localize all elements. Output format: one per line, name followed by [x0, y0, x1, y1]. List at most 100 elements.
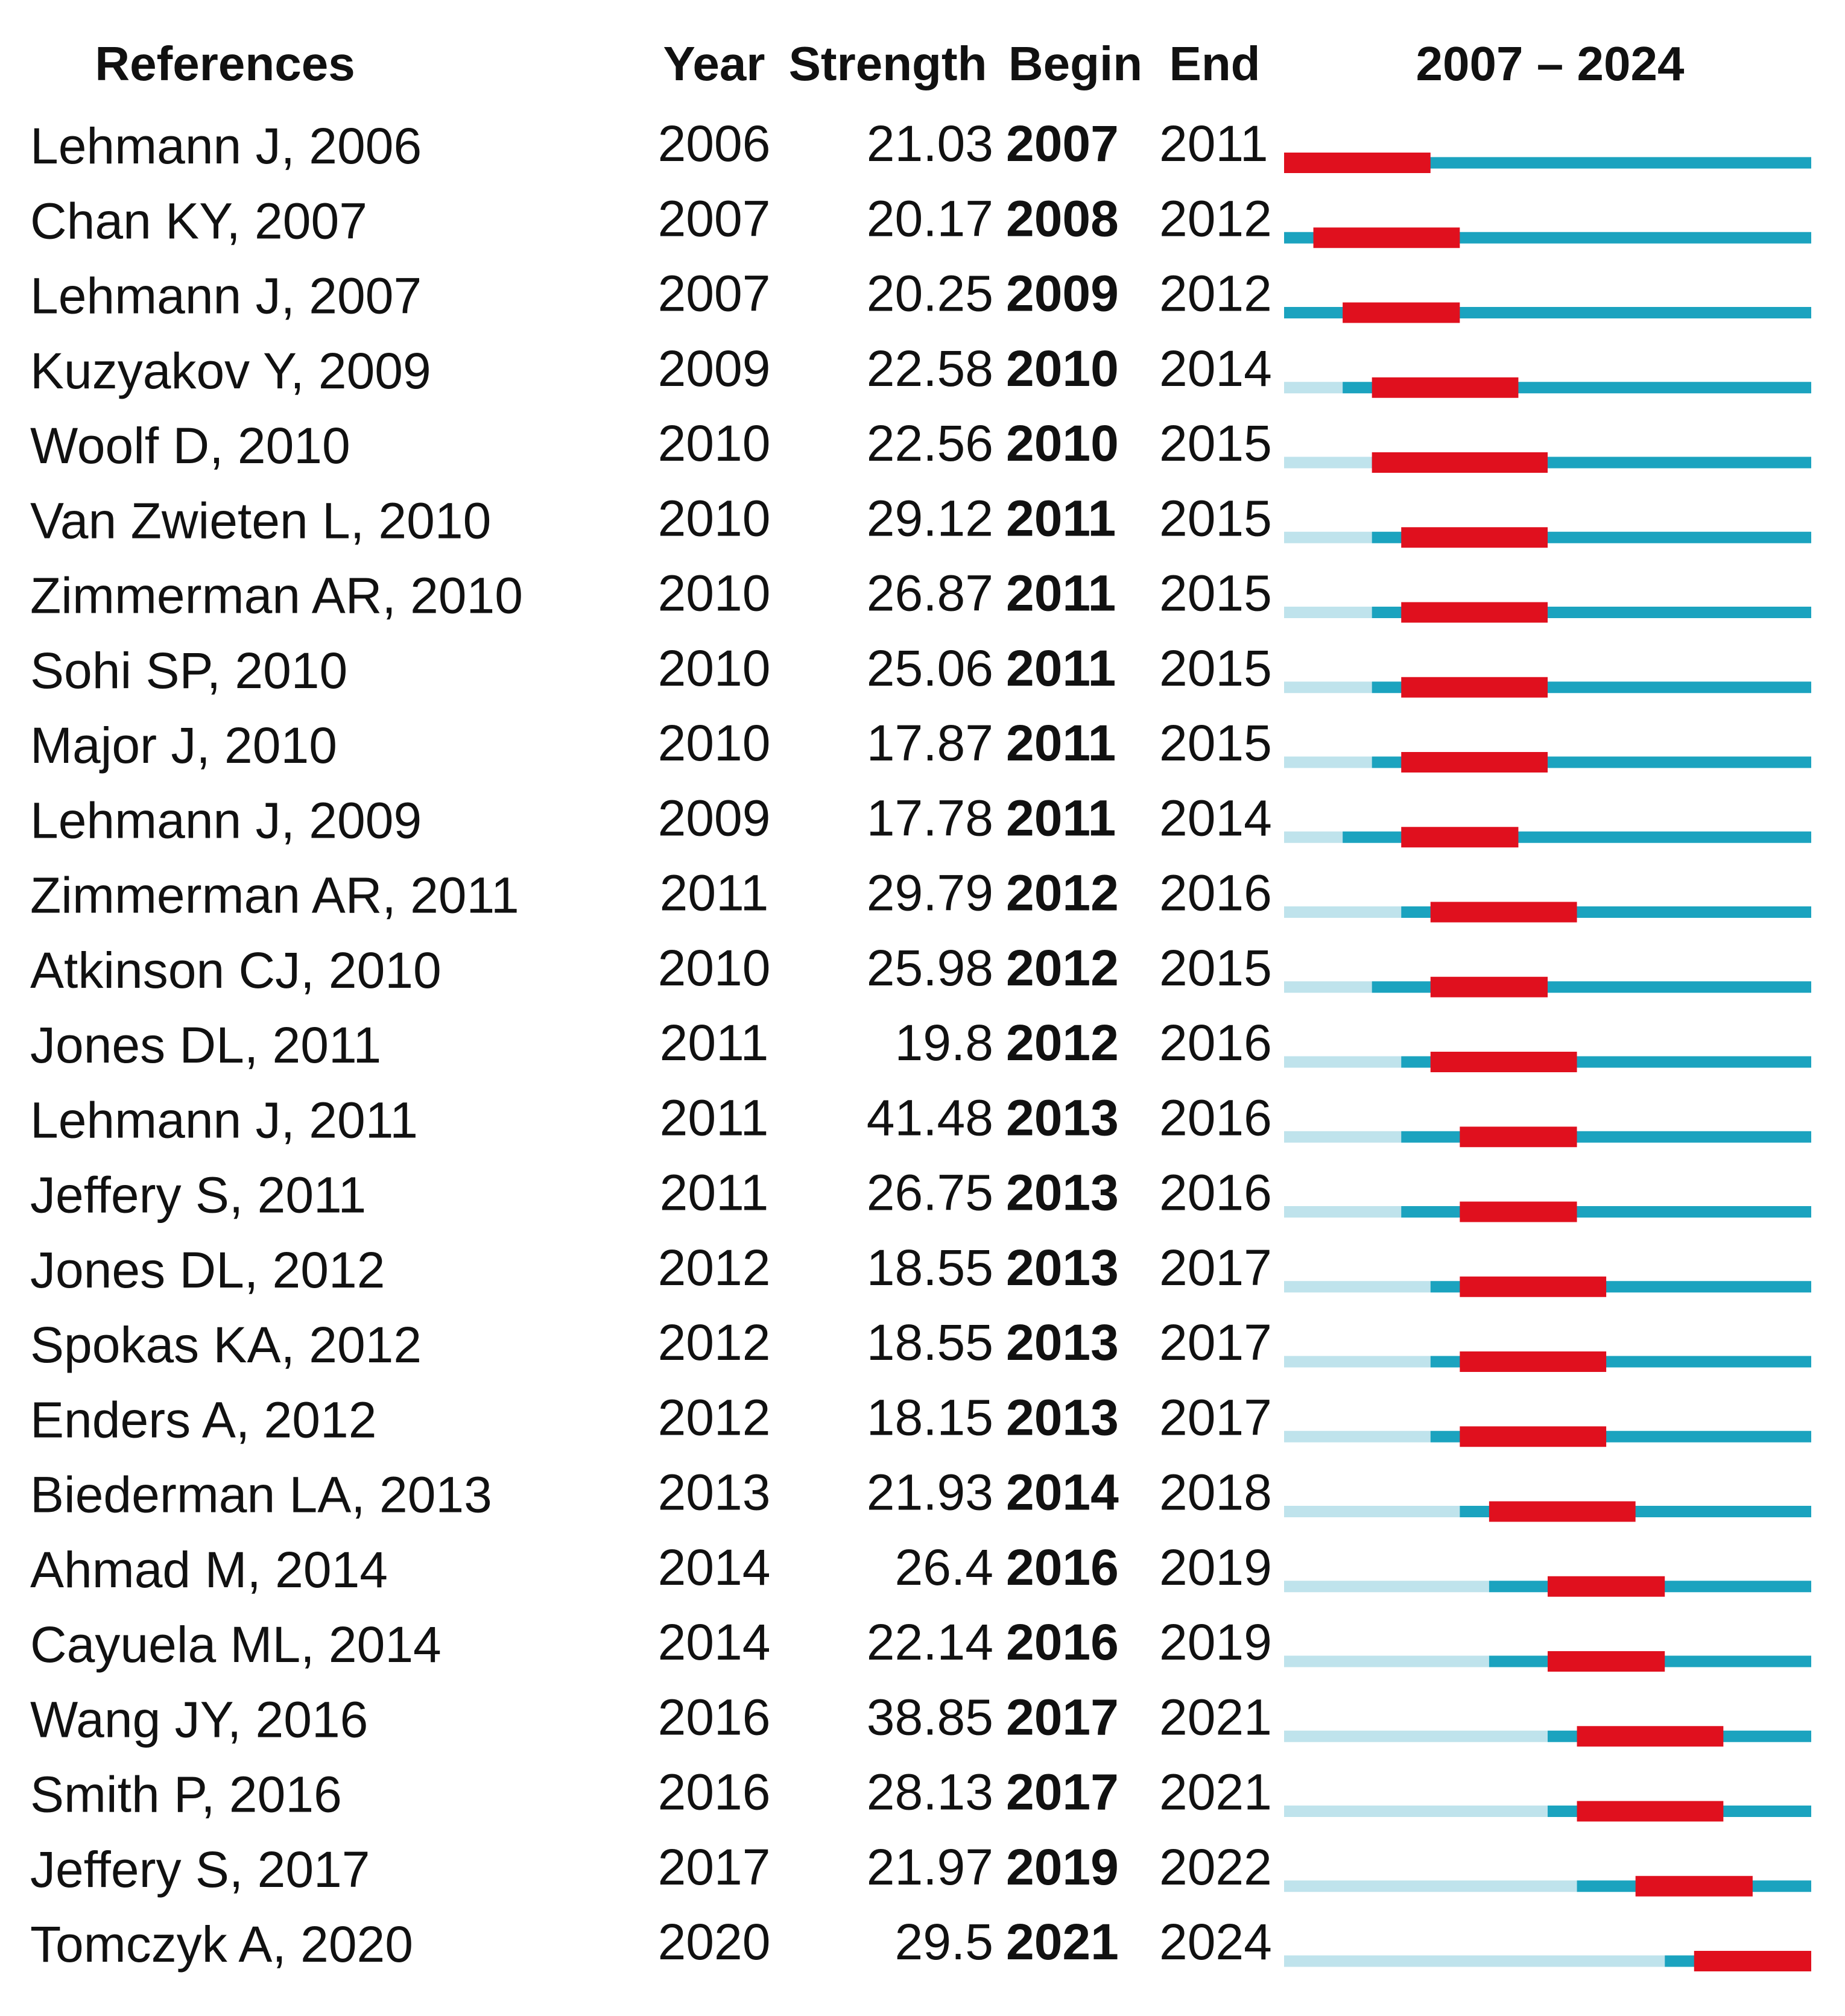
end: 2017	[1159, 1389, 1272, 1446]
year: 2009	[658, 789, 771, 846]
strength: 18.15	[867, 1389, 993, 1446]
strength: 17.87	[867, 715, 993, 771]
end: 2012	[1159, 190, 1272, 247]
reference: Jones DL, 2011	[30, 1017, 381, 1073]
begin: 2014	[1006, 1464, 1119, 1521]
burst-segment	[1313, 227, 1460, 248]
end: 2016	[1159, 1014, 1272, 1071]
strength: 18.55	[867, 1314, 993, 1371]
year: 2011	[660, 865, 769, 921]
begin: 2013	[1006, 1314, 1119, 1371]
year: 2012	[658, 1389, 771, 1446]
pre-publication-segment	[1284, 1730, 1548, 1742]
strength: 20.17	[867, 190, 993, 247]
year: 2013	[658, 1464, 771, 1521]
year: 2016	[658, 1764, 771, 1821]
strength: 25.06	[867, 640, 993, 697]
begin: 2012	[1006, 940, 1119, 996]
pre-publication-segment	[1284, 1806, 1548, 1817]
end: 2024	[1159, 1913, 1272, 1970]
begin: 2012	[1006, 1014, 1119, 1071]
strength: 26.75	[867, 1164, 993, 1221]
year: 2016	[658, 1689, 771, 1745]
year: 2014	[658, 1614, 771, 1670]
pre-publication-segment	[1284, 681, 1372, 694]
end: 2022	[1159, 1839, 1272, 1895]
strength: 17.78	[867, 789, 993, 846]
strength: 19.8	[895, 1014, 994, 1071]
column-header: End	[1169, 37, 1260, 90]
begin: 2011	[1006, 789, 1116, 846]
pre-publication-segment	[1284, 831, 1343, 843]
burst-segment	[1372, 377, 1519, 398]
reference: Sohi SP, 2010	[30, 642, 347, 699]
reference: Wang JY, 2016	[30, 1691, 368, 1748]
end: 2016	[1159, 1089, 1272, 1146]
year: 2010	[658, 565, 771, 622]
year: 2010	[658, 940, 771, 996]
year: 2012	[658, 1314, 771, 1371]
reference: Jeffery S, 2011	[30, 1167, 366, 1224]
strength: 29.5	[895, 1913, 994, 1970]
burst-segment	[1401, 827, 1519, 848]
year: 2009	[658, 340, 771, 397]
begin: 2008	[1006, 190, 1119, 247]
burst-segment	[1694, 1951, 1811, 1971]
strength: 21.93	[867, 1464, 993, 1521]
strength: 25.98	[867, 940, 993, 996]
end: 2019	[1159, 1539, 1272, 1596]
begin: 2016	[1006, 1539, 1119, 1596]
end: 2015	[1159, 940, 1272, 996]
end: 2016	[1159, 1164, 1272, 1221]
end: 2012	[1159, 265, 1272, 322]
year: 2007	[658, 190, 771, 247]
begin: 2010	[1006, 340, 1119, 397]
pre-publication-segment	[1284, 531, 1372, 543]
burst-segment	[1430, 976, 1548, 997]
reference: Lehmann J, 2011	[30, 1092, 418, 1148]
reference: Lehmann J, 2006	[30, 118, 422, 174]
strength: 26.87	[867, 565, 993, 622]
year: 2006	[658, 115, 771, 172]
burst-segment	[1548, 1651, 1665, 1672]
pre-publication-segment	[1284, 1430, 1431, 1442]
begin: 2010	[1006, 415, 1119, 472]
end: 2014	[1159, 789, 1272, 846]
burst-segment	[1460, 1426, 1607, 1447]
pre-publication-segment	[1284, 1581, 1489, 1593]
begin: 2017	[1006, 1764, 1119, 1821]
strength: 28.13	[867, 1764, 993, 1821]
reference: Atkinson CJ, 2010	[30, 942, 441, 999]
burst-segment	[1548, 1576, 1665, 1597]
reference: Lehmann J, 2009	[30, 792, 422, 848]
reference: Ahmad M, 2014	[30, 1541, 388, 1598]
reference: Cayuela ML, 2014	[30, 1616, 441, 1673]
burst-segment	[1460, 1351, 1607, 1372]
begin: 2017	[1006, 1689, 1119, 1745]
end: 2021	[1159, 1764, 1272, 1821]
burst-segment	[1401, 527, 1548, 548]
pre-publication-segment	[1284, 1056, 1402, 1068]
burst-segment	[1460, 1126, 1577, 1148]
column-header: Strength	[789, 37, 987, 90]
burst-segment	[1284, 153, 1431, 173]
strength: 20.25	[867, 265, 993, 322]
reference: Enders A, 2012	[30, 1391, 376, 1448]
year: 2014	[658, 1539, 771, 1596]
strength: 41.48	[867, 1089, 993, 1146]
begin: 2009	[1006, 265, 1119, 322]
year: 2010	[658, 415, 771, 472]
year: 2011	[660, 1089, 769, 1146]
end: 2017	[1159, 1314, 1272, 1371]
reference: Chan KY, 2007	[30, 192, 367, 249]
reference: Van Zwieten L, 2010	[30, 492, 491, 549]
pre-publication-segment	[1284, 756, 1372, 768]
begin: 2011	[1006, 715, 1116, 771]
burst-segment	[1460, 1276, 1607, 1297]
year: 2012	[658, 1239, 771, 1296]
year: 2017	[658, 1839, 771, 1895]
end: 2011	[1159, 115, 1268, 172]
begin: 2011	[1006, 490, 1116, 546]
end: 2014	[1159, 340, 1272, 397]
